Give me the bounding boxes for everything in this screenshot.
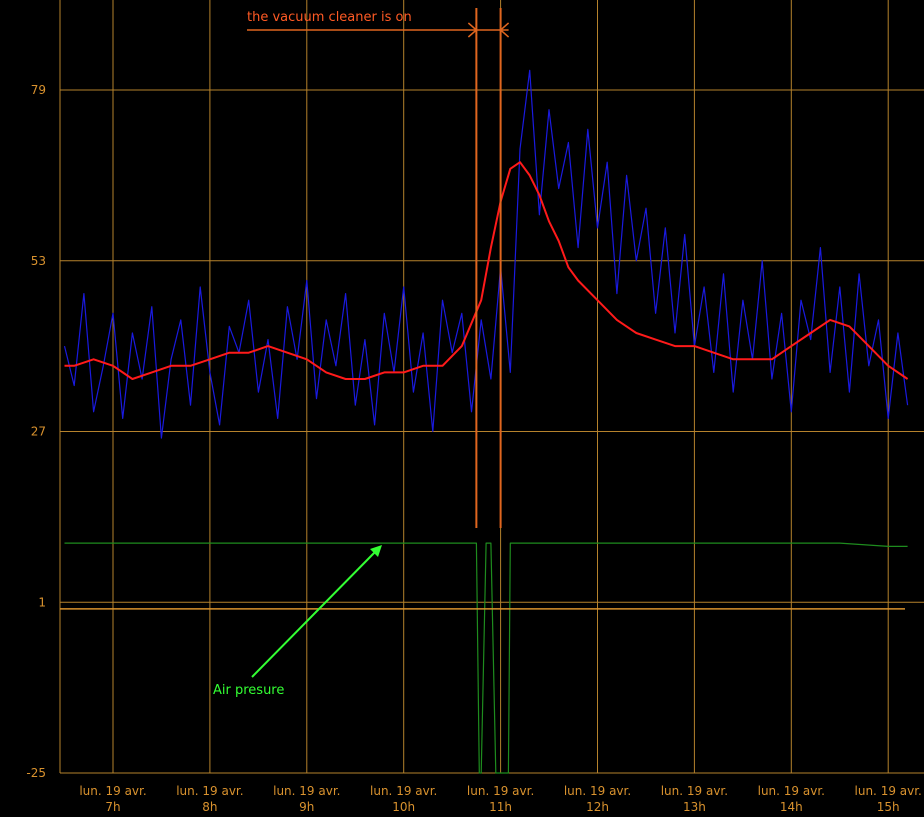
y-tick-label: 1 <box>38 595 46 609</box>
annotations: the vacuum cleaner is on Air presure <box>60 8 905 698</box>
series-group <box>63 69 909 774</box>
x-tick-date: lun. 19 avr. <box>661 784 728 798</box>
x-tick-hour: 7h <box>105 800 120 814</box>
air-pressure-arrow <box>251 550 377 678</box>
x-tick-hour: 8h <box>202 800 217 814</box>
x-tick-date: lun. 19 avr. <box>79 784 146 798</box>
grid-lines <box>59 0 924 774</box>
y-tick-label: 53 <box>31 254 46 268</box>
x-tick-date: lun. 19 avr. <box>467 784 534 798</box>
y-tick-label: -25 <box>26 766 46 780</box>
x-tick-date: lun. 19 avr. <box>273 784 340 798</box>
y-tick-labels: 79 53 27 1 -25 <box>26 83 46 780</box>
x-tick-hour: 14h <box>780 800 803 814</box>
x-tick-labels: lun. 19 avr. 7h lun. 19 avr. 8h lun. 19 avr.… <box>79 784 922 814</box>
vacuum-arrowhead-right <box>499 22 510 38</box>
air-pressure-series-line <box>64 542 908 774</box>
x-tick-date: lun. 19 avr. <box>564 784 631 798</box>
x-tick-date: lun. 19 avr. <box>758 784 825 798</box>
y-tick-label: 79 <box>31 83 46 97</box>
x-tick-hour: 11h <box>489 800 512 814</box>
x-tick-date: lun. 19 avr. <box>855 784 922 798</box>
vacuum-annotation-label: the vacuum cleaner is on <box>247 10 412 25</box>
y-tick-label: 27 <box>31 425 46 439</box>
x-tick-hour: 15h <box>877 800 900 814</box>
air-pressure-arrowhead <box>370 545 382 557</box>
x-tick-hour: 12h <box>586 800 609 814</box>
x-tick-hour: 10h <box>392 800 415 814</box>
x-tick-date: lun. 19 avr. <box>370 784 437 798</box>
smoothed-series-line <box>64 161 909 380</box>
x-tick-hour: 9h <box>299 800 314 814</box>
x-tick-date: lun. 19 avr. <box>176 784 243 798</box>
air-pressure-label: Air presure <box>213 683 284 698</box>
x-tick-hour: 13h <box>683 800 706 814</box>
vacuum-arrowhead-left <box>467 22 478 38</box>
raw-series-line <box>63 69 909 439</box>
